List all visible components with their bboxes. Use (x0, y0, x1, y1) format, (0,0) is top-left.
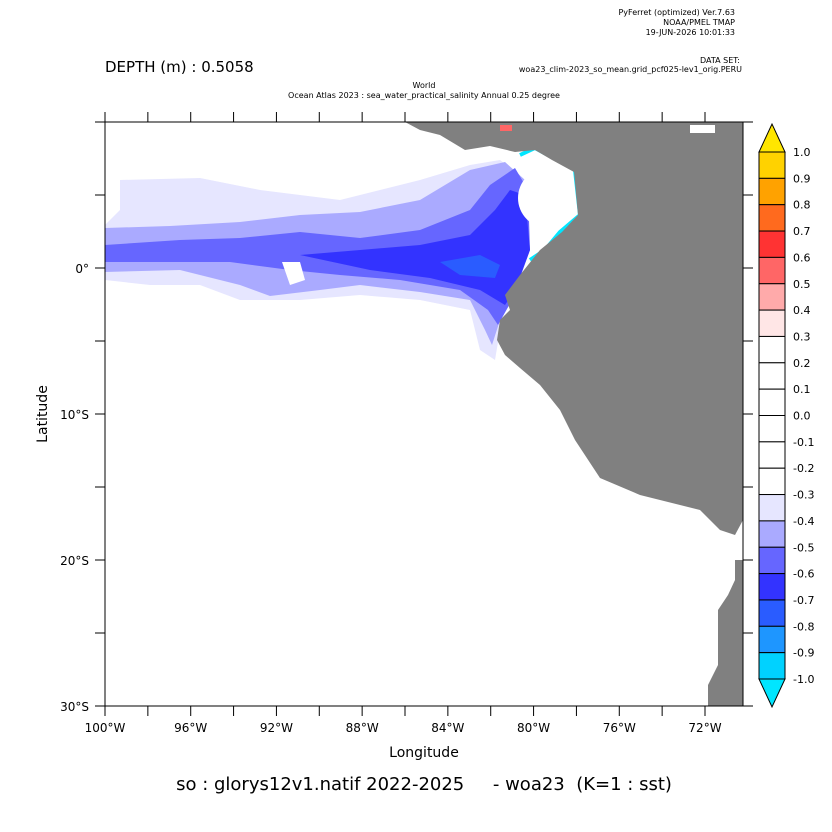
x-tick-label: 72°W (688, 721, 721, 735)
colorbar-box (758, 177, 786, 206)
dataset-label: DATA SET: (700, 56, 740, 65)
colorbar-box (758, 309, 786, 337)
colorbar-label: 0.0 (793, 410, 811, 423)
colorbar-label: -0.2 (793, 462, 814, 475)
colorbar-label: -1.0 (793, 673, 814, 686)
date: 19-JUN-2026 10:01:33 (646, 28, 735, 37)
colorbar-label: 0.1 (793, 383, 811, 396)
colorbar-label: -0.1 (793, 436, 814, 449)
x-tick-label: 92°W (260, 721, 293, 735)
software: PyFerret (optimized) Ver.7.63 (618, 8, 735, 17)
colorbar-box (758, 204, 786, 232)
colorbar-box (758, 362, 786, 390)
colorbar-label: -0.6 (793, 568, 814, 581)
colorbar-label: 0.6 (793, 251, 811, 264)
colorbar-label: 1.0 (793, 146, 811, 159)
colorbar-label: -0.5 (793, 541, 814, 554)
x-axis-label: Longitude (389, 745, 459, 761)
colorbar-box (758, 652, 786, 680)
colorbar-label: 0.2 (793, 357, 811, 370)
y-tick-label: 10°S (60, 408, 89, 422)
x-tick-label: 76°W (603, 721, 636, 735)
colorbar-label: -0.9 (793, 647, 814, 660)
colorbar-label: 0.8 (793, 199, 811, 212)
x-tick-label: 88°W (346, 721, 379, 735)
organization: NOAA/PMEL TMAP (663, 18, 735, 27)
x-tick-label: 100°W (85, 721, 126, 735)
y-tick-label: 20°S (60, 554, 89, 568)
colorbar-label: 0.5 (793, 278, 811, 291)
title: Ocean Atlas 2023 : sea_water_practical_s… (288, 91, 560, 100)
colorbar-label: -0.8 (793, 620, 814, 633)
colorbar-over (758, 122, 786, 153)
y-axis-label: Latitude (35, 385, 51, 443)
colorbar-box (758, 256, 786, 285)
colorbar-box (758, 415, 786, 443)
colorbar-box (758, 441, 786, 469)
colorbar-box (758, 520, 786, 548)
y-tick-label: 0° (75, 262, 89, 276)
colorbar-box (758, 467, 786, 496)
colorbar-label: -0.3 (793, 489, 814, 502)
colorbar-box (758, 573, 786, 601)
colorbar-label: 0.4 (793, 304, 811, 317)
y-tick-label: 30°S (60, 700, 89, 714)
colorbar-label: 0.9 (793, 172, 811, 185)
depth: DEPTH (m) : 0.5058 (105, 58, 254, 76)
colorbar-under (758, 678, 786, 709)
title: World (413, 81, 436, 90)
colorbar-box (758, 494, 786, 522)
colorbar-box (758, 546, 786, 575)
x-tick-label: 96°W (174, 721, 207, 735)
colorbar-label: -0.7 (793, 594, 814, 607)
colorbar-box (758, 599, 786, 627)
dataset: woa23_clim-2023_so_mean.grid_pcf025-lev1… (519, 65, 742, 74)
colorbar-box (758, 335, 786, 364)
x-tick-label: 80°W (517, 721, 550, 735)
colorbar-box (758, 283, 786, 311)
footer: so : glorys12v1.natif 2022-2025 - woa23 … (176, 774, 672, 795)
colorbar-box (758, 388, 786, 416)
colorbar-label: 0.7 (793, 225, 811, 238)
colorbar-box (758, 625, 786, 654)
map-field (105, 122, 743, 706)
x-tick-label: 84°W (431, 721, 464, 735)
colorbar-box (758, 230, 786, 258)
colorbar-box (758, 151, 786, 179)
colorbar-label: 0.3 (793, 330, 811, 343)
colorbar-label: -0.4 (793, 515, 814, 528)
